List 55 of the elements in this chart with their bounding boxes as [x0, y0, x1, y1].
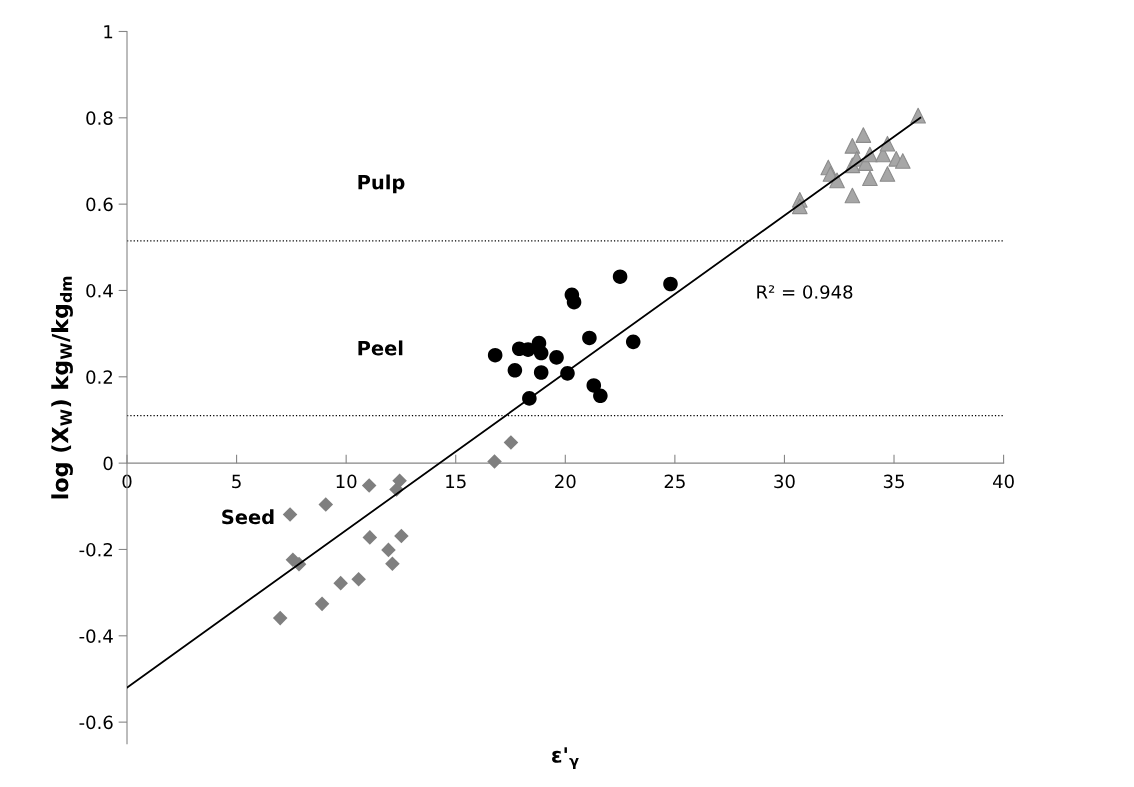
point — [879, 166, 896, 182]
x-tick-label: 5 — [232, 474, 241, 489]
x-tick-label: 30 — [774, 474, 795, 489]
point — [272, 610, 288, 626]
x-tick-label: 25 — [664, 474, 685, 489]
point — [862, 170, 878, 187]
point — [533, 365, 549, 380]
point — [318, 497, 334, 512]
x-tick-label: 15 — [446, 474, 466, 489]
point — [625, 334, 641, 350]
point — [844, 138, 861, 154]
point — [894, 153, 911, 169]
point — [487, 454, 502, 469]
point — [314, 596, 330, 612]
point — [612, 269, 628, 284]
x-tick-label: 0 — [122, 474, 132, 489]
point — [362, 530, 378, 545]
point — [351, 571, 366, 587]
point — [844, 187, 861, 204]
point — [282, 507, 298, 522]
point — [582, 330, 597, 346]
annotation: Seed — [222, 509, 274, 525]
x-tick-label: 35 — [883, 474, 904, 489]
y-tick-label: -0.6 — [79, 715, 113, 730]
point — [385, 556, 400, 571]
point — [507, 363, 523, 378]
y-tick-label: 0.4 — [86, 283, 113, 298]
point — [593, 388, 608, 404]
point — [855, 127, 872, 143]
y-tick-label: -0.4 — [79, 629, 113, 643]
x-tick-label: 10 — [336, 474, 357, 489]
y-tick-label: 0 — [103, 456, 113, 471]
point — [394, 528, 409, 544]
annotation: Peel — [358, 340, 403, 356]
point — [381, 542, 396, 558]
point — [549, 350, 564, 365]
y-axis-title: log (X$_{W}$) kg$_{W}$/kg$_{dm}$ — [51, 276, 73, 499]
y-tick-label: 1 — [104, 25, 113, 39]
point — [487, 347, 503, 363]
annotation: R² = 0.948 — [757, 285, 853, 299]
y-tick-label: 0.8 — [86, 111, 113, 125]
point — [533, 345, 549, 361]
y-tick-label: 0.2 — [86, 370, 113, 384]
point — [333, 575, 348, 591]
point — [586, 378, 602, 393]
y-tick-label: 0.6 — [86, 197, 113, 212]
x-axis-title: ε'$_{γ}$ — [552, 747, 579, 769]
annotation: Pulp — [358, 174, 405, 194]
point — [663, 276, 678, 292]
point — [566, 294, 582, 310]
point — [503, 435, 519, 450]
point — [361, 478, 377, 493]
x-tick-label: 40 — [992, 474, 1014, 489]
y-tick-label: -0.2 — [79, 542, 113, 557]
x-tick-label: 20 — [555, 474, 576, 489]
